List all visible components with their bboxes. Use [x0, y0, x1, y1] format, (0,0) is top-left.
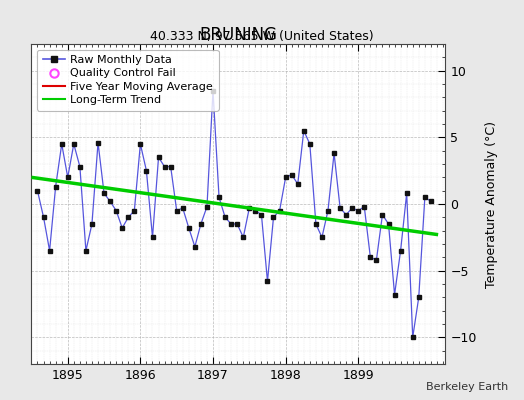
Text: 40.333 N, 97.565 W (United States): 40.333 N, 97.565 W (United States) — [150, 30, 374, 43]
Y-axis label: Temperature Anomaly (°C): Temperature Anomaly (°C) — [485, 120, 498, 288]
Title: BRUNING: BRUNING — [200, 26, 277, 44]
Text: Berkeley Earth: Berkeley Earth — [426, 382, 508, 392]
Legend: Raw Monthly Data, Quality Control Fail, Five Year Moving Average, Long-Term Tren: Raw Monthly Data, Quality Control Fail, … — [37, 50, 219, 111]
